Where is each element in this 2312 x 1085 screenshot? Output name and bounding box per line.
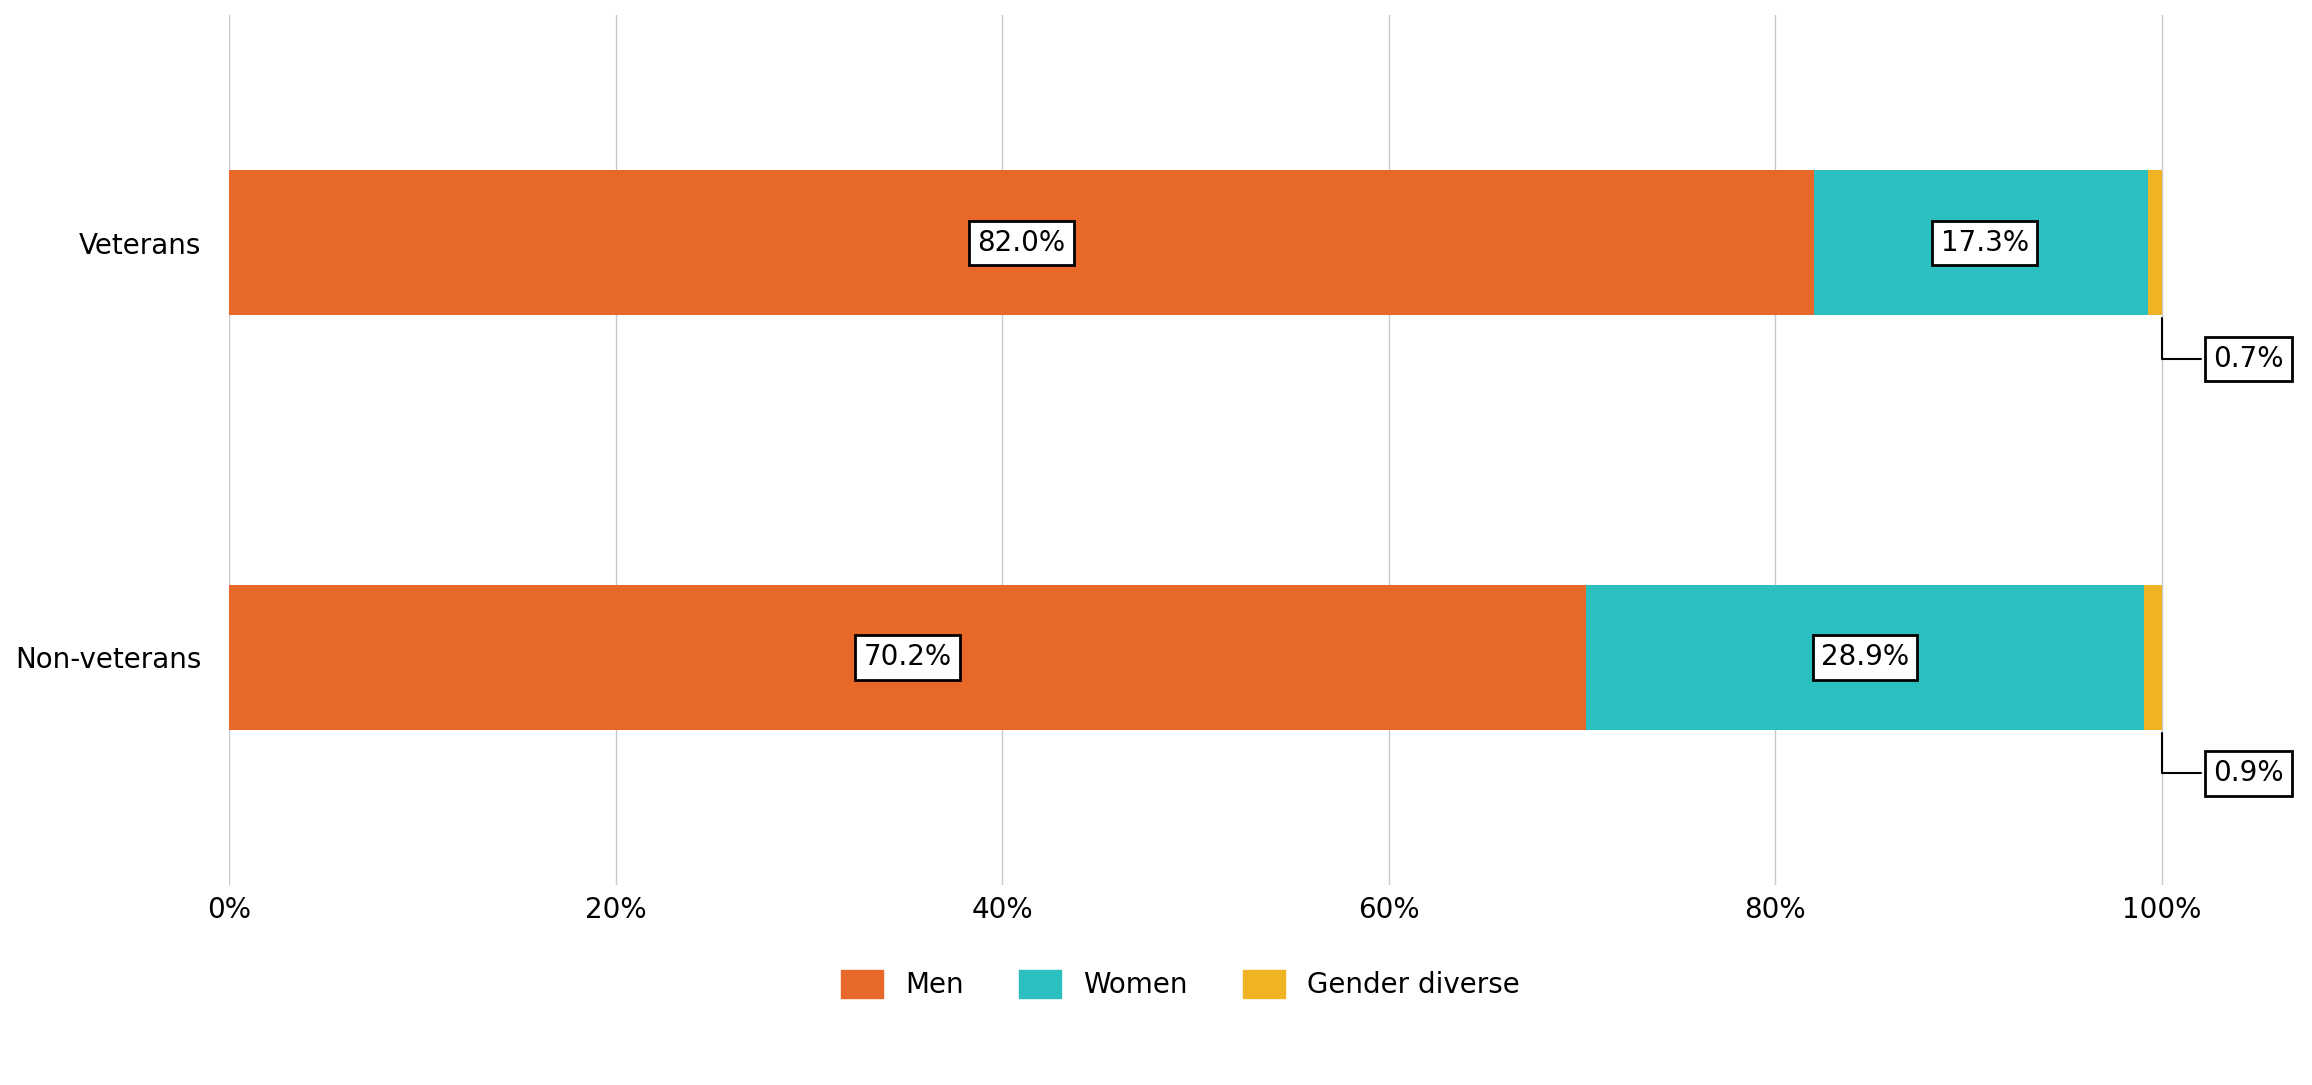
- Text: 0.7%: 0.7%: [2162, 318, 2284, 373]
- Text: 17.3%: 17.3%: [1940, 229, 2030, 257]
- Text: 82.0%: 82.0%: [978, 229, 1066, 257]
- Bar: [229, 585, 1586, 730]
- Text: 0.9%: 0.9%: [2162, 732, 2284, 788]
- Bar: [2143, 585, 2162, 730]
- Bar: [1586, 585, 2143, 730]
- Text: 70.2%: 70.2%: [862, 643, 953, 672]
- Bar: [2148, 170, 2162, 316]
- Bar: [1815, 170, 2148, 316]
- Text: 28.9%: 28.9%: [1822, 643, 1910, 672]
- Legend: Men, Women, Gender diverse: Men, Women, Gender diverse: [830, 959, 1531, 1010]
- Bar: [229, 170, 1815, 316]
